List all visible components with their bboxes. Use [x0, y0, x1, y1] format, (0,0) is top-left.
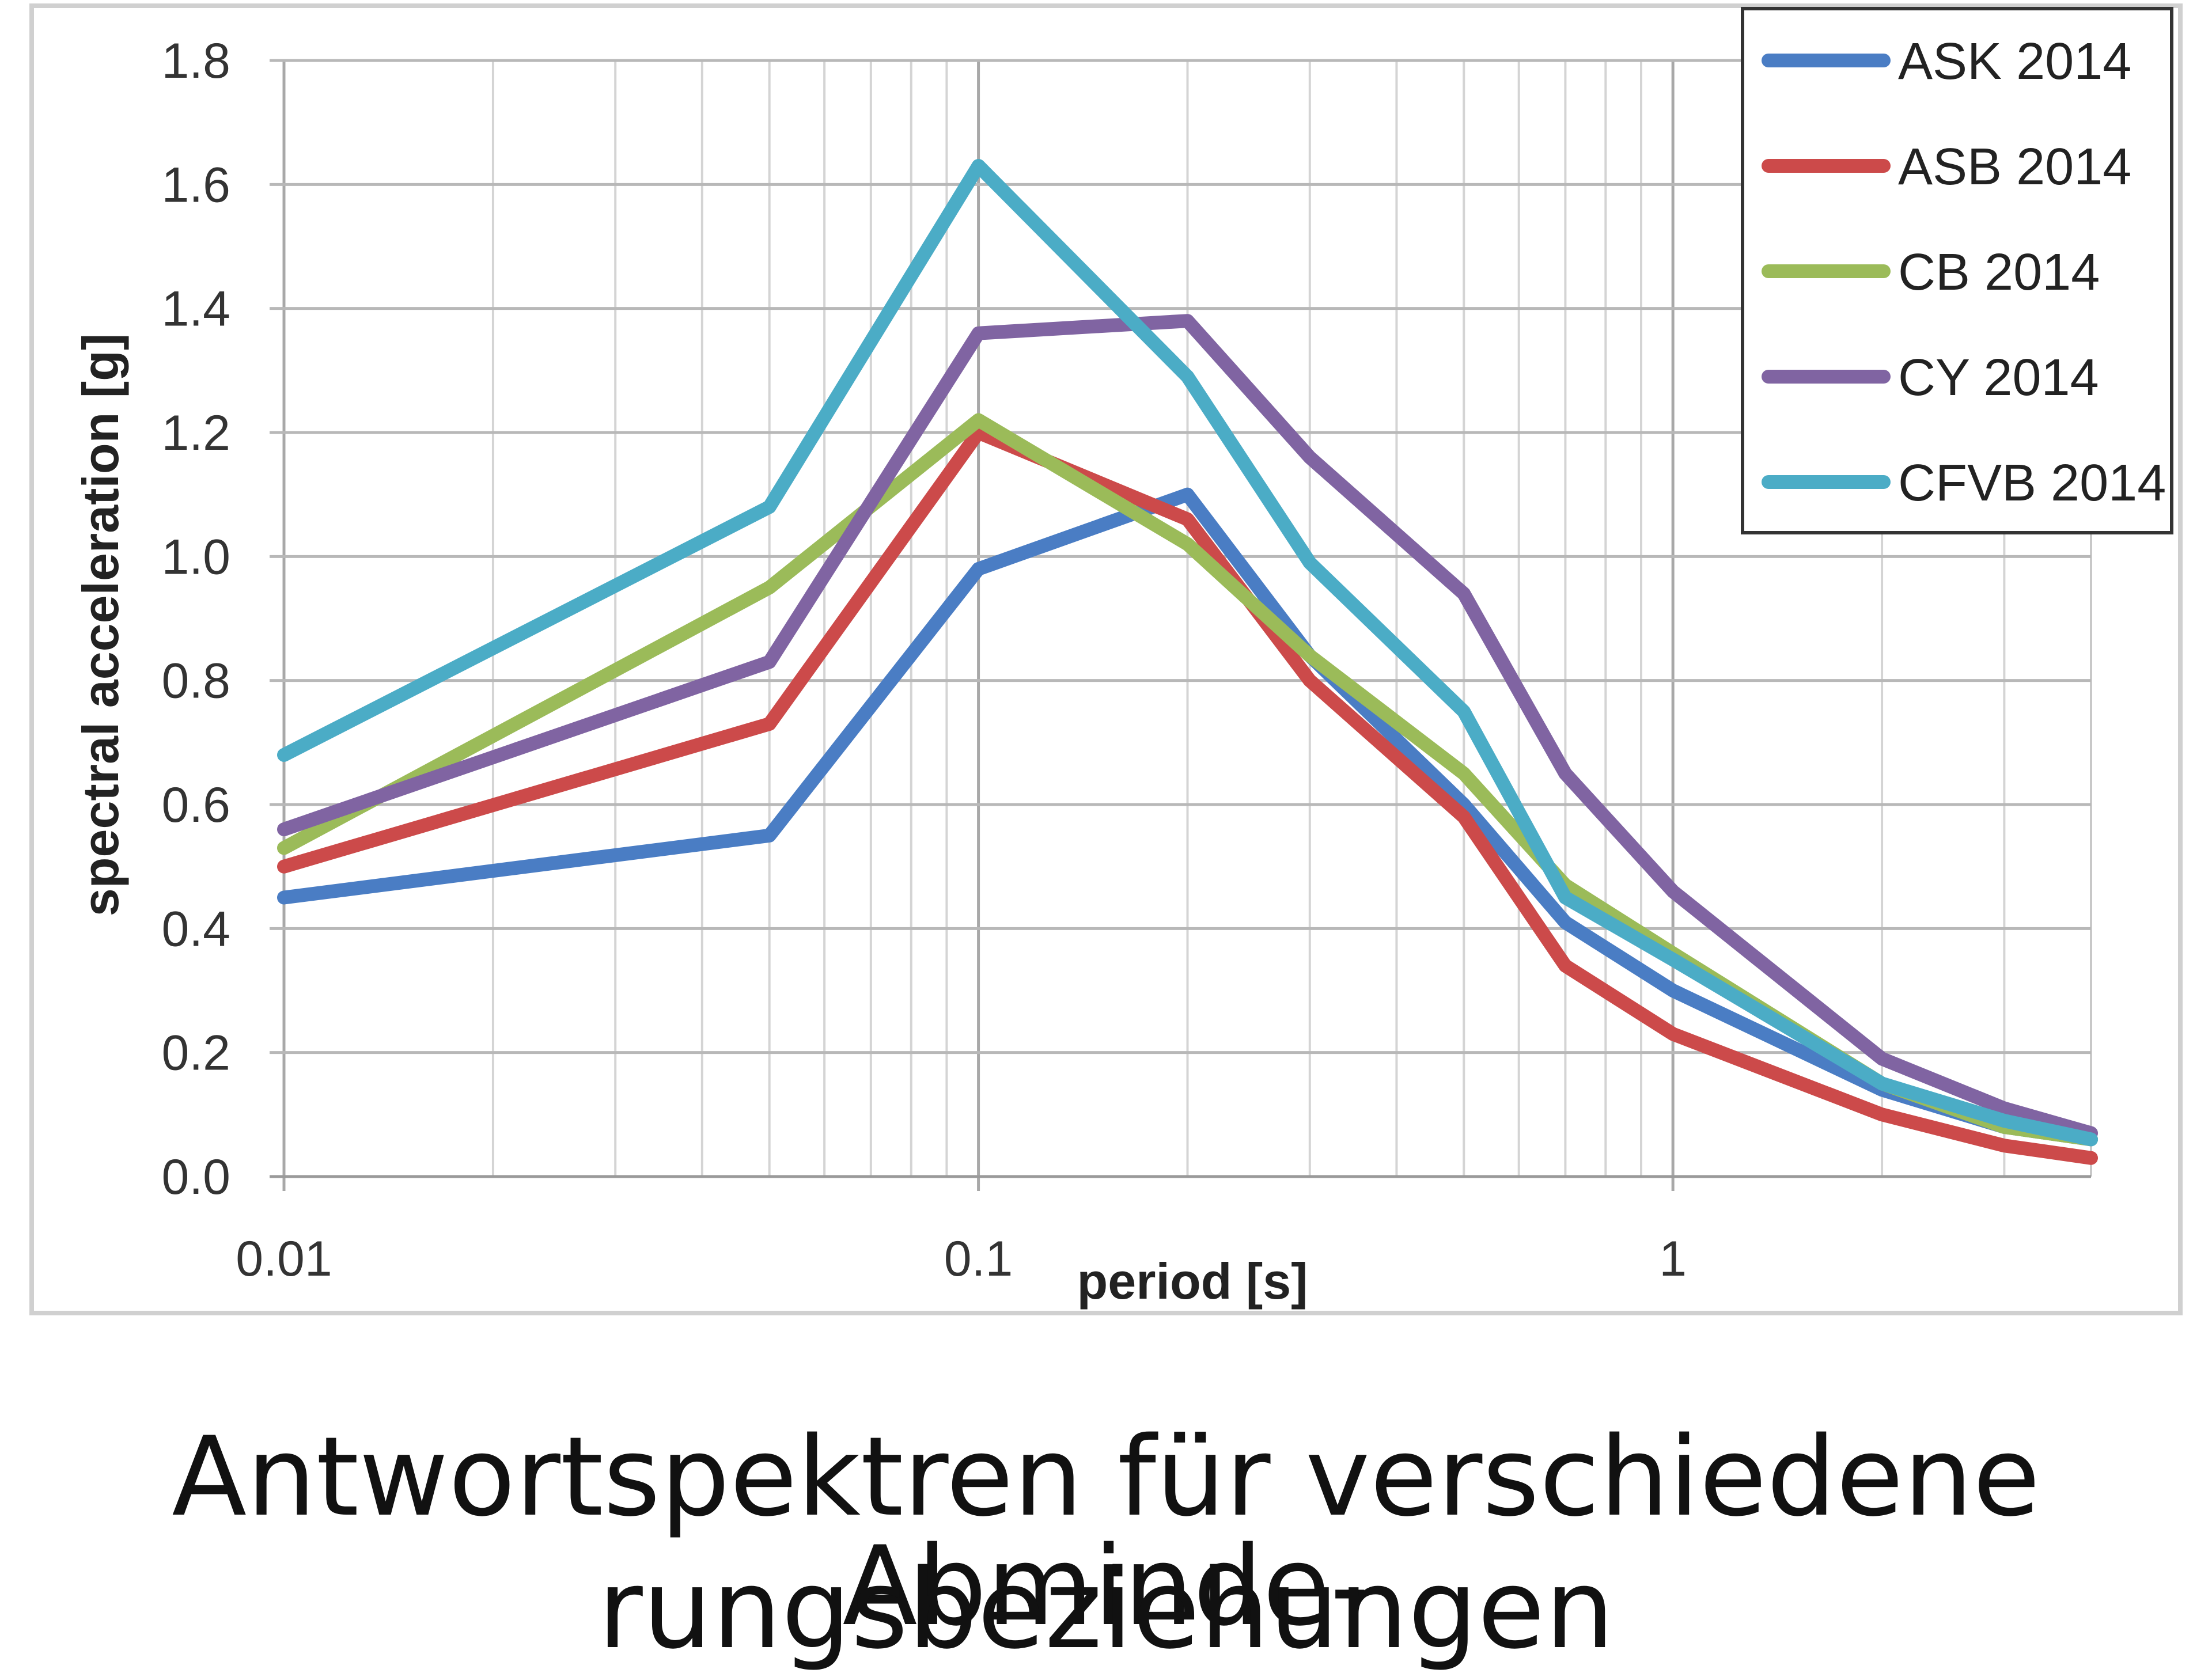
- series-line-cy-2014: [277, 314, 2098, 1140]
- legend-label: CB 2014: [1898, 244, 2100, 301]
- series-lines: [277, 159, 2098, 1165]
- x-tick-label: 0.1: [944, 1231, 1013, 1287]
- legend-label: CFVB 2014: [1898, 454, 2166, 512]
- y-tick-label: 0.0: [161, 1150, 230, 1205]
- legend-label: ASB 2014: [1898, 138, 2131, 196]
- y-tick-label: 1.4: [161, 282, 230, 337]
- legend-label: ASK 2014: [1898, 33, 2131, 90]
- y-tick-label: 1.6: [161, 157, 230, 213]
- series-line-cfvb-2014: [277, 159, 2098, 1147]
- y-tick-label: 1.0: [161, 529, 230, 585]
- legend: ASK 2014 ASB 2014 CB 2014 CY 2014 CFVB 2014: [1741, 7, 2173, 534]
- y-tick-label: 1.2: [161, 405, 230, 461]
- x-tick-label: 0.01: [236, 1231, 332, 1287]
- series-line-asb-2014: [277, 426, 2098, 1165]
- y-tick-label: 0.2: [161, 1026, 230, 1081]
- y-axis-label: spectral acceleration [g]: [72, 333, 129, 916]
- x-axis-ticks: 0.01 0.1 1: [236, 1231, 1687, 1287]
- major-gridlines: [270, 59, 2092, 1191]
- figure-caption-line-2: rungsbeziehungen: [597, 1546, 1615, 1673]
- y-axis-ticks: 0.0 0.2 0.4 0.6 0.8 1.0 1.2 1.4 1.6 1.8: [161, 33, 230, 1205]
- y-tick-label: 0.6: [161, 777, 230, 833]
- x-tick-label: 1: [1659, 1231, 1687, 1287]
- legend-label: CY 2014: [1898, 349, 2099, 407]
- y-tick-label: 0.8: [161, 654, 230, 709]
- y-tick-label: 1.8: [161, 33, 230, 89]
- y-tick-label: 0.4: [161, 901, 230, 957]
- x-axis-label: period [s]: [1077, 1253, 1308, 1310]
- figure-caption-line-1: Antwortspektren für verschiedene Abminde…: [172, 1413, 2040, 1650]
